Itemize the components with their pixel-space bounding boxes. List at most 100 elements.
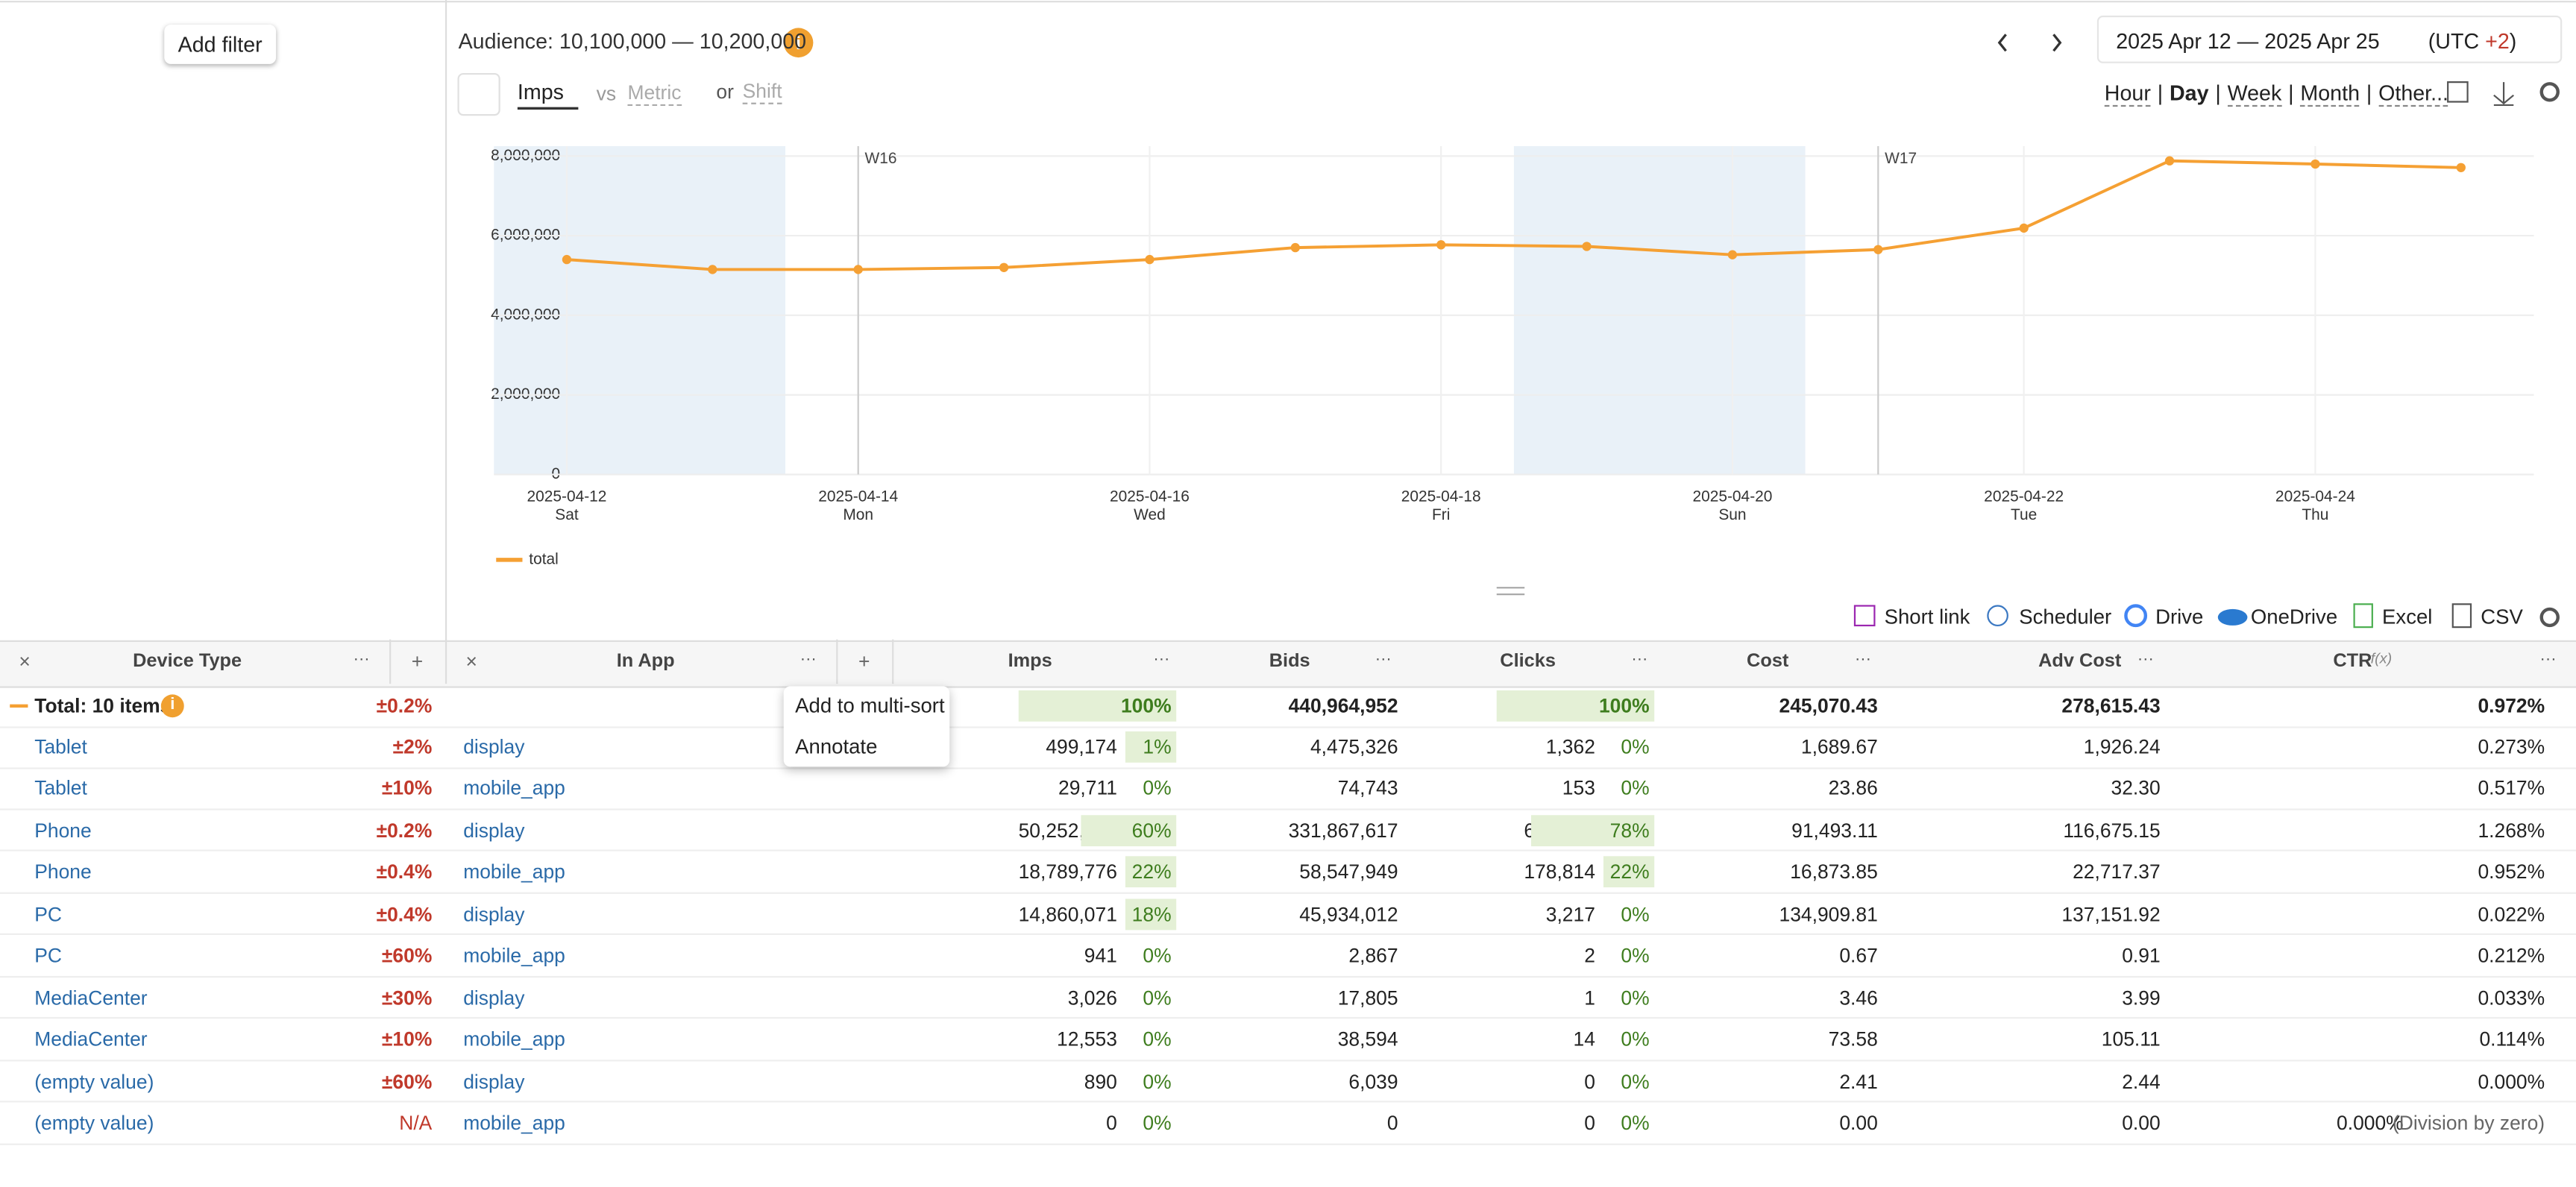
metric-header[interactable]: CTR (2333, 652, 2372, 672)
granularity-option[interactable]: Other... (2378, 81, 2449, 107)
granularity-option[interactable]: Week (2227, 81, 2282, 107)
cell: 6,039 (1348, 1069, 1398, 1093)
metric-header[interactable]: Adv Cost (2038, 652, 2122, 672)
granularity-option[interactable]: Month (2300, 81, 2360, 107)
shift[interactable]: Shift (742, 80, 782, 104)
nav-arrows[interactable] (466, 34, 2539, 104)
row-divider (0, 725, 2576, 728)
drag-handle[interactable] (1496, 587, 1525, 596)
total-marker (10, 704, 28, 708)
cell: 1.268% (2478, 819, 2545, 843)
series-line (566, 159, 2461, 271)
cell: 0.273% (2478, 735, 2545, 759)
cell[interactable]: display (463, 902, 525, 926)
more-button[interactable]: ··· (1631, 651, 1648, 670)
cell: 440,964,952 (1288, 694, 1398, 718)
more-button[interactable]: ··· (2539, 651, 2557, 670)
cell[interactable]: mobile_app (463, 860, 565, 884)
cell[interactable]: display (463, 735, 525, 759)
cell[interactable]: display (463, 819, 525, 843)
metric-header[interactable]: Bids (1269, 652, 1310, 672)
export-option[interactable]: OneDrive (2250, 605, 2338, 629)
row-label[interactable]: PC (34, 944, 62, 968)
cell: 29,711 (1058, 777, 1117, 801)
cell: 278,615.43 (2061, 694, 2161, 718)
back-button[interactable] (457, 72, 500, 116)
cell[interactable]: mobile_app (463, 1027, 565, 1051)
cell[interactable]: mobile_app (463, 777, 565, 801)
cell: ±0.4% (376, 902, 433, 926)
cell: ±0.2% (376, 694, 433, 718)
more-button[interactable]: ··· (2137, 651, 2154, 670)
row-label[interactable]: MediaCenter (34, 986, 148, 1010)
menu-item[interactable]: Add to multi-sort (795, 694, 945, 718)
or: or (716, 80, 734, 104)
cell: 0% (1621, 1069, 1650, 1093)
row-label[interactable]: PC (34, 902, 62, 926)
remove-column[interactable]: × (465, 649, 477, 673)
metric-header[interactable]: Imps (1008, 652, 1052, 672)
table-settings-icon[interactable] (2539, 607, 2560, 628)
remove-column[interactable]: × (19, 649, 31, 673)
separator: | (2366, 80, 2372, 105)
more-button[interactable]: ··· (1375, 651, 1392, 670)
row-label[interactable]: (empty value) (34, 1111, 154, 1135)
cell: ±2% (392, 735, 433, 759)
row-label[interactable]: Tablet (34, 777, 87, 801)
row-label[interactable]: Phone (34, 819, 92, 843)
cell: 4,475,326 (1310, 735, 1398, 759)
row-label[interactable]: (empty value) (34, 1069, 154, 1093)
cell: 0% (1621, 1111, 1650, 1135)
timezone-part: +2 (2485, 28, 2510, 54)
row-label[interactable]: Tablet (34, 735, 87, 759)
cell: 60% (1131, 819, 1172, 843)
export-option[interactable]: Drive (2155, 605, 2204, 629)
cell: 0.114% (2479, 1027, 2545, 1051)
dimension-header[interactable]: Device Type (133, 652, 242, 672)
cell: 0.000% (2337, 1111, 2404, 1135)
date-box[interactable] (2096, 15, 2563, 63)
granularity-option[interactable]: Hour (2104, 81, 2151, 107)
action-icons[interactable] (2447, 81, 2514, 107)
row-label[interactable]: Phone (34, 860, 92, 884)
cell: 23.86 (1828, 777, 1878, 801)
vs: vs (596, 82, 617, 105)
metric[interactable]: Imps (517, 79, 564, 104)
x-tick-weekday: Sat (555, 506, 579, 523)
granularity-option[interactable]: Day (2169, 80, 2209, 105)
metric-header[interactable]: Cost (1747, 652, 1789, 672)
share-bar (1531, 815, 1655, 846)
add-filter-button[interactable] (164, 25, 277, 64)
x-tick-weekday: Mon (843, 506, 873, 523)
export-option[interactable]: Excel (2382, 605, 2433, 629)
cell: 22,717.37 (2073, 860, 2161, 884)
cell: 0% (1143, 986, 1172, 1010)
export-option[interactable]: CSV (2481, 605, 2523, 629)
cell: 0.000% (2478, 1069, 2545, 1093)
row-divider (0, 1101, 2576, 1103)
more-button[interactable]: ··· (353, 651, 370, 670)
more-button[interactable]: ··· (799, 651, 817, 670)
settings-icon[interactable] (2539, 82, 2560, 102)
date-range[interactable]: 2025 Apr 12 — 2025 Apr 25 (2116, 28, 2380, 54)
cell: 153 (1562, 777, 1595, 801)
more-button[interactable]: ··· (1153, 651, 1170, 670)
row-label[interactable]: Total: 10 items (34, 694, 172, 718)
export-option[interactable]: Scheduler (2019, 605, 2112, 629)
cell[interactable]: mobile_app (463, 1111, 565, 1135)
cell[interactable]: display (463, 986, 525, 1010)
cell[interactable]: display (463, 1069, 525, 1093)
more-button[interactable]: ··· (1854, 651, 1871, 670)
cell: 0 (1584, 1069, 1595, 1093)
dimension-header[interactable]: In App (616, 652, 675, 672)
export-option[interactable]: Short link (1884, 605, 1970, 629)
compare-metric[interactable]: Metric (627, 81, 682, 107)
cell[interactable]: mobile_app (463, 944, 565, 968)
add-column[interactable]: + (411, 649, 424, 673)
add-column[interactable]: + (858, 649, 870, 673)
row-label[interactable]: MediaCenter (34, 1027, 148, 1051)
metric-header[interactable]: Clicks (1500, 652, 1556, 672)
cell: 0.67 (1839, 944, 1878, 968)
add-filter[interactable]: Add filter (178, 31, 263, 57)
menu-item[interactable]: Annotate (795, 735, 878, 759)
